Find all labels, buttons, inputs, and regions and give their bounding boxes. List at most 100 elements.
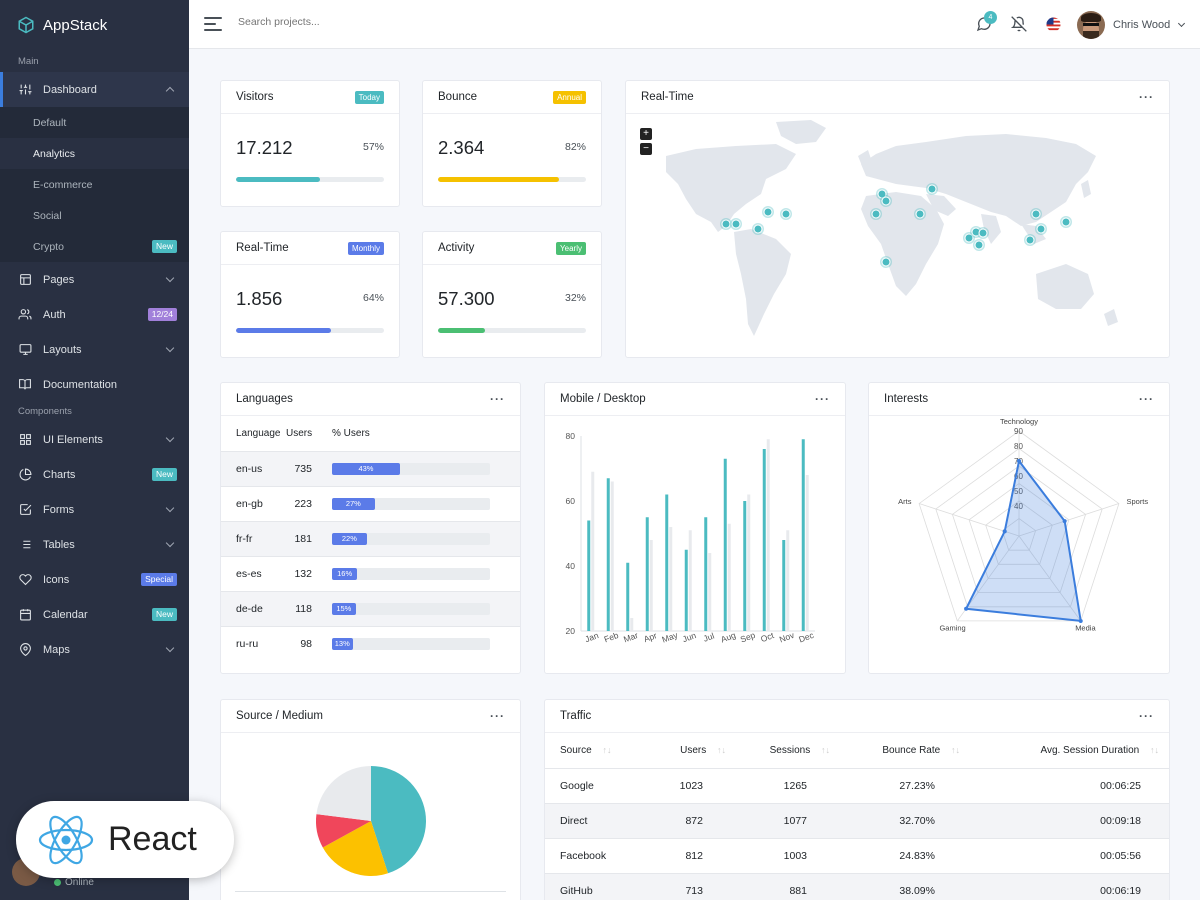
map-marker[interactable] xyxy=(1024,234,1036,246)
sidebar-item-forms[interactable]: Forms xyxy=(0,492,189,527)
column-header[interactable]: Avg. Session Duration ↑↓ xyxy=(975,733,1169,768)
table-row[interactable]: de-de 118 15% xyxy=(221,590,520,626)
column-header[interactable]: Bounce Rate ↑↓ xyxy=(845,733,975,768)
sidebar-item-icons[interactable]: Icons Special xyxy=(0,562,189,597)
sidebar-item-tables[interactable]: Tables xyxy=(0,527,189,562)
bar[interactable] xyxy=(684,549,688,631)
bar[interactable] xyxy=(747,494,751,632)
bar[interactable] xyxy=(766,439,770,631)
radar-point[interactable] xyxy=(1078,618,1083,623)
sidebar-item-pages[interactable]: Pages xyxy=(0,262,189,297)
bar[interactable] xyxy=(669,527,673,631)
bar[interactable] xyxy=(708,553,712,631)
map-marker[interactable] xyxy=(870,208,882,220)
table-row[interactable]: Facebook 812 1003 24.83% 00:05:56 xyxy=(545,837,1169,873)
bar[interactable] xyxy=(704,517,708,631)
bar[interactable] xyxy=(762,449,766,631)
us-flag-icon[interactable] xyxy=(1046,17,1061,35)
more-icon[interactable]: ··· xyxy=(1139,709,1154,723)
bar[interactable] xyxy=(610,481,614,632)
user-menu[interactable]: Chris Wood xyxy=(1077,11,1188,39)
radar-area[interactable] xyxy=(964,458,1082,623)
bar[interactable] xyxy=(801,439,805,631)
column-header[interactable]: Source ↑↓ xyxy=(545,733,655,768)
bar[interactable] xyxy=(606,478,610,631)
radar-point[interactable] xyxy=(1062,519,1067,524)
map-marker[interactable] xyxy=(880,195,892,207)
bar[interactable] xyxy=(688,530,692,631)
bar[interactable] xyxy=(649,540,653,631)
map-marker[interactable] xyxy=(914,208,926,220)
map-marker[interactable] xyxy=(730,218,742,230)
table-row[interactable]: es-es 132 16% xyxy=(221,555,520,591)
bar[interactable] xyxy=(630,618,634,631)
hamburger-icon[interactable] xyxy=(204,17,222,35)
map-marker[interactable] xyxy=(780,208,792,220)
map-marker[interactable] xyxy=(926,183,938,195)
column-header[interactable]: Language xyxy=(236,427,281,439)
brand[interactable]: AppStack xyxy=(0,0,189,50)
sidebar-item-layouts[interactable]: Layouts xyxy=(0,332,189,367)
radar-chart[interactable]: 405060708090TechnologySportsMediaGamingA… xyxy=(869,416,1169,673)
table-row[interactable]: fr-fr 181 22% xyxy=(221,520,520,556)
table-row[interactable]: en-us 735 43% xyxy=(221,450,520,486)
column-header[interactable]: % Users xyxy=(332,427,370,439)
sidebar-item-ui-elements[interactable]: UI Elements xyxy=(0,422,189,457)
bar[interactable] xyxy=(591,471,595,631)
pie-slice[interactable] xyxy=(371,766,426,874)
pie-slice[interactable] xyxy=(316,814,371,848)
table-row[interactable]: Google 1023 1265 27.23% 00:06:25 xyxy=(545,767,1169,803)
table-row[interactable]: GitHub 713 881 38.09% 00:06:19 xyxy=(545,872,1169,900)
sidebar-item-auth[interactable]: Auth 12/24 xyxy=(0,297,189,332)
pie-chart[interactable] xyxy=(221,733,521,893)
sidebar-item-maps[interactable]: Maps xyxy=(0,632,189,667)
radar-point[interactable] xyxy=(1002,529,1007,534)
more-icon[interactable]: ··· xyxy=(815,392,830,406)
table-row[interactable]: en-gb 223 27% xyxy=(221,485,520,521)
sub-item-crypto[interactable]: Crypto New xyxy=(0,231,189,262)
more-icon[interactable]: ··· xyxy=(490,392,505,406)
map-marker[interactable] xyxy=(973,239,985,251)
column-header[interactable]: Users ↑↓ xyxy=(655,733,741,768)
bar[interactable] xyxy=(786,530,790,631)
bar[interactable] xyxy=(645,517,649,631)
bar[interactable] xyxy=(782,540,786,631)
table-row[interactable]: ru-ru 98 13% xyxy=(221,625,520,661)
bar[interactable] xyxy=(727,523,731,631)
pie-slice[interactable] xyxy=(316,766,371,821)
sidebar-item-documentation[interactable]: Documentation xyxy=(0,367,189,402)
radar-point[interactable] xyxy=(1017,459,1021,463)
table-row[interactable]: Direct 872 1077 32.70% 00:09:18 xyxy=(545,802,1169,838)
map-marker[interactable] xyxy=(762,206,774,218)
more-icon[interactable]: ··· xyxy=(1139,90,1154,104)
map-marker[interactable] xyxy=(1030,208,1042,220)
bar[interactable] xyxy=(587,520,591,632)
radar-point[interactable] xyxy=(964,606,969,611)
map-marker[interactable] xyxy=(752,223,764,235)
sidebar-item-calendar[interactable]: Calendar New xyxy=(0,597,189,632)
map-marker[interactable] xyxy=(1035,223,1047,235)
bell-off-icon[interactable] xyxy=(1010,16,1027,35)
bar[interactable] xyxy=(805,475,809,631)
map-marker[interactable] xyxy=(720,218,732,230)
bar[interactable] xyxy=(723,458,727,631)
sidebar-item-charts[interactable]: Charts New xyxy=(0,457,189,492)
sub-item-ecommerce[interactable]: E-commerce xyxy=(0,169,189,200)
sub-item-social[interactable]: Social xyxy=(0,200,189,231)
bar[interactable] xyxy=(626,562,630,631)
search-input[interactable] xyxy=(238,16,438,28)
zoom-in-button[interactable]: + xyxy=(640,128,652,140)
column-header[interactable]: Users xyxy=(286,427,313,439)
map-marker[interactable] xyxy=(977,227,989,239)
map-marker[interactable] xyxy=(880,256,892,268)
map-marker[interactable] xyxy=(1060,216,1072,228)
sidebar-item-dashboard[interactable]: Dashboard xyxy=(0,72,189,107)
bar[interactable] xyxy=(665,494,669,632)
more-icon[interactable]: ··· xyxy=(1139,392,1154,406)
column-header[interactable]: Sessions ↑↓ xyxy=(741,733,845,768)
more-icon[interactable]: ··· xyxy=(490,709,505,723)
bar-chart[interactable]: 20 40 60 80 Jan Feb Mar Apr May Jun Jul Aug Sep Oct No… xyxy=(545,416,845,673)
sub-item-default[interactable]: Default xyxy=(0,107,189,138)
sub-item-analytics[interactable]: Analytics xyxy=(0,138,189,169)
zoom-out-button[interactable]: − xyxy=(640,143,652,155)
